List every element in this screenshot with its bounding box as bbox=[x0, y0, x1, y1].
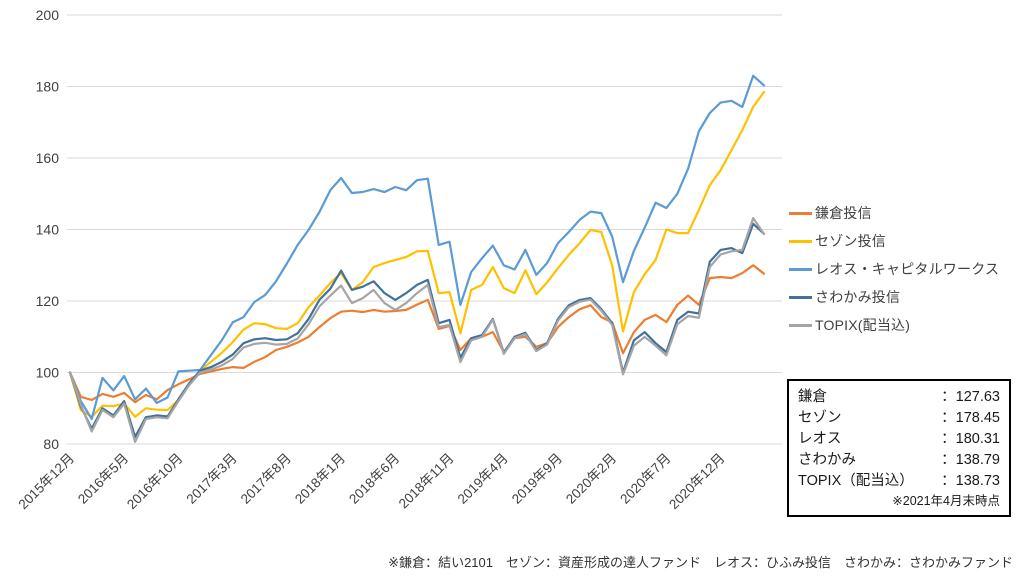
summary-row-1: セゾン ：178.45 bbox=[798, 408, 1000, 429]
summary-row-2: レオス ：180.31 bbox=[798, 429, 1000, 450]
y-tick-label: 140 bbox=[36, 222, 60, 238]
y-tick-label: 180 bbox=[36, 79, 60, 95]
x-tick-label: 2017年8月 bbox=[238, 451, 294, 507]
legend-swatch-icon bbox=[789, 295, 812, 299]
y-tick-label: 120 bbox=[36, 293, 60, 309]
y-tick-label: 200 bbox=[36, 7, 60, 23]
summary-row-label: レオス bbox=[798, 431, 842, 447]
x-tick-label: 2020年7月 bbox=[617, 451, 673, 507]
summary-row-3: さわかみ ：138.79 bbox=[798, 450, 1000, 471]
x-tick-label: 2020年2月 bbox=[563, 451, 619, 507]
legend-swatch-icon bbox=[789, 211, 812, 215]
x-tick-label: 2016年10月 bbox=[124, 451, 186, 513]
series-line-1 bbox=[68, 90, 766, 418]
y-tick-label: 160 bbox=[36, 150, 60, 166]
legend-item-1: セゾン投信 bbox=[789, 227, 999, 255]
summary-row-value: ：178.45 bbox=[941, 410, 1000, 426]
series-line-3 bbox=[68, 222, 766, 438]
x-tick-label: 2015年12月 bbox=[16, 451, 78, 513]
x-tick-label: 2019年9月 bbox=[509, 451, 565, 507]
summary-row-label: TOPIX（配当込） bbox=[798, 473, 914, 489]
legend-swatch-icon bbox=[789, 323, 812, 327]
legend-item-4: TOPIX(配当込) bbox=[789, 311, 999, 339]
x-tick-label: 2018年6月 bbox=[346, 451, 402, 507]
summary-row-0: 鎌倉 ：127.63 bbox=[798, 387, 1000, 408]
legend-label: さわかみ投信 bbox=[815, 289, 901, 305]
legend-item-2: レオス・キャピタルワークス bbox=[789, 255, 999, 283]
summary-row-label: 鎌倉 bbox=[798, 389, 827, 405]
summary-row-value: ：180.31 bbox=[941, 431, 1000, 447]
x-tick-label: 2016年5月 bbox=[75, 451, 131, 507]
summary-note: ※2021年4月末時点 bbox=[892, 494, 1000, 508]
series-line-4 bbox=[68, 217, 766, 443]
legend-item-3: さわかみ投信 bbox=[789, 283, 999, 311]
summary-row-value: ：127.63 bbox=[941, 389, 1000, 405]
x-tick-label: 2017年3月 bbox=[184, 451, 240, 507]
summary-row-label: さわかみ bbox=[798, 452, 856, 468]
legend-swatch-icon bbox=[789, 267, 812, 271]
chart-legend: 鎌倉投信セゾン投信レオス・キャピタルワークス さわかみ投信 TOPIX(配当込) bbox=[789, 199, 999, 339]
legend-swatch-icon bbox=[789, 239, 812, 243]
summary-box: 鎌倉 ：127.63 セゾン ：178.45 レオス ：180.31 さわかみ ：138.79… bbox=[787, 379, 1011, 517]
summary-row-value: ：138.73 bbox=[941, 473, 1000, 489]
summary-row-value: ：138.79 bbox=[941, 452, 1000, 468]
footnote: ※鎌倉：結い2101 セゾン：資産形成の達人ファンド レオス：ひふみ投信 さわか… bbox=[388, 555, 1013, 570]
x-tick-label: 2018年11月 bbox=[396, 451, 457, 512]
x-tick-label: 2020年12月 bbox=[666, 451, 728, 513]
y-tick-label: 100 bbox=[36, 365, 60, 381]
series-line-0 bbox=[68, 264, 766, 404]
summary-row-4: TOPIX（配当込） ：138.73 bbox=[798, 471, 1000, 492]
legend-item-0: 鎌倉投信 bbox=[789, 199, 999, 227]
y-tick-label: 80 bbox=[43, 436, 59, 452]
x-tick-label: 2019年4月 bbox=[455, 451, 511, 507]
legend-label: レオス・キャピタルワークス bbox=[815, 261, 1000, 277]
series-line-2 bbox=[68, 74, 766, 421]
legend-label: セゾン投信 bbox=[815, 233, 886, 249]
summary-rows: 鎌倉 ：127.63 セゾン ：178.45 レオス ：180.31 さわかみ ：138.79… bbox=[798, 387, 1000, 492]
x-tick-label: 2018年1月 bbox=[292, 451, 348, 507]
summary-row-label: セゾン bbox=[798, 410, 842, 426]
legend-label: TOPIX(配当込) bbox=[815, 317, 911, 333]
legend-label: 鎌倉投信 bbox=[815, 205, 872, 221]
